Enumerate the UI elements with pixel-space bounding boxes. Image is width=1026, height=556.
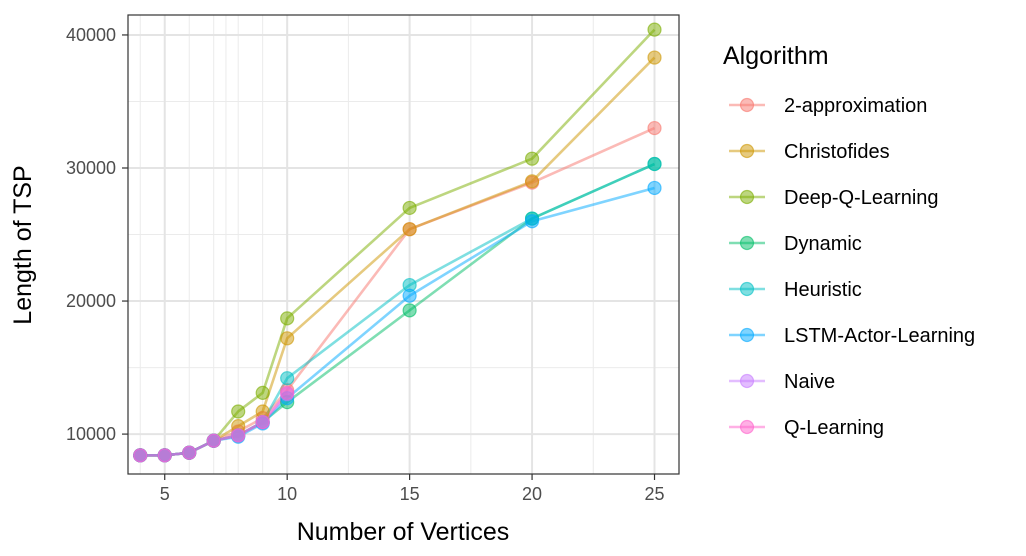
series-point-2-5 [255,385,270,400]
series-point-1-6 [280,331,295,346]
series-point-3-7 [402,303,417,318]
legend-key-point-4 [739,281,755,297]
series-point-2-8 [524,151,540,166]
series-point-1-8 [524,174,540,189]
legend-label-4: Heuristic [784,279,862,301]
legend-label-2: Deep-Q-Learning [784,187,939,209]
x-tick-label-4: 25 [644,484,664,504]
y-axis-title: Length of TSP [9,165,37,324]
series-point-7-2 [182,445,197,460]
legend-label-7: Q-Learning [784,417,884,439]
legend-title: Algorithm [723,42,829,70]
series-point-2-9 [647,22,662,37]
series-point-1-9 [647,50,662,65]
series-point-5-8 [524,214,540,229]
plot-border [127,14,680,475]
series-point-2-4 [231,404,246,419]
series-point-0-9 [647,120,662,136]
series-points [133,22,662,463]
x-tick-label-3: 20 [522,484,542,504]
legend-label-6: Naive [784,371,835,393]
y-tick-label-0: 10000 [66,424,116,444]
series-point-2-6 [280,311,295,326]
series-point-4-6 [280,371,295,386]
y-tick-label-1: 20000 [66,291,116,311]
legend-label-0: 2-approximation [784,95,927,117]
series-point-5-9 [647,180,662,196]
x-tick-label-2: 15 [400,484,420,504]
y-axis-ticks: 10000 20000 30000 40000 [66,25,128,444]
legend-label-5: LSTM-Actor-Learning [784,325,975,347]
legend-key-point-2 [739,189,755,205]
x-tick-label-0: 5 [160,484,170,504]
x-tick-label-1: 10 [277,484,297,504]
legend: Algorithm 2-approximation Christofides Dee… [723,42,975,439]
legend-key-point-5 [739,327,755,343]
x-axis-ticks: 5 10 15 20 25 [160,474,665,504]
series-point-7-4 [231,428,246,443]
series-point-7-6 [280,385,295,400]
legend-key-point-6 [739,373,755,389]
series-point-2-7 [402,200,417,216]
legend-label-1: Christofides [784,141,890,163]
series-point-7-1 [157,448,172,463]
plot-panel [128,15,679,474]
legend-label-3: Dynamic [784,233,862,255]
series-point-1-7 [402,222,417,237]
legend-key-point-0 [739,97,755,113]
legend-key-point-7 [739,419,755,435]
y-tick-label-3: 40000 [66,25,116,45]
series-point-5-7 [402,288,417,303]
y-tick-label-2: 30000 [66,158,116,178]
legend-key-point-1 [739,143,755,159]
series-point-4-9 [647,156,662,172]
x-axis-title: Number of Vertices [297,518,510,546]
series-point-7-5 [255,415,270,430]
legend-key-point-3 [739,235,755,251]
series-point-7-0 [133,448,148,463]
series-point-7-3 [206,433,221,448]
